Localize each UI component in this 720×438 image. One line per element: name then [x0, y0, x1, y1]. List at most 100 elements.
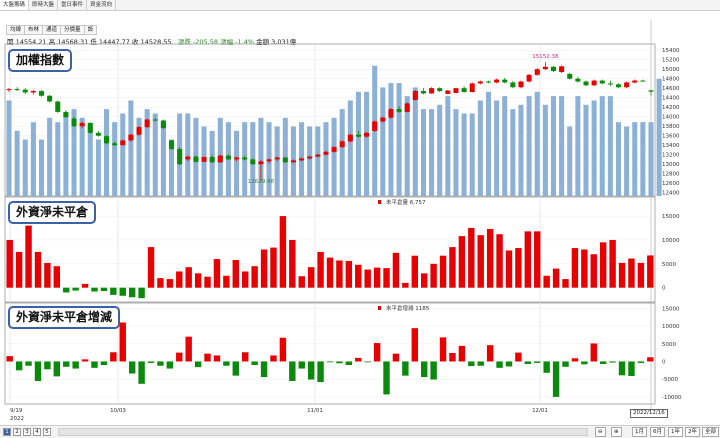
volume-bar	[510, 109, 516, 196]
volume-bar	[453, 109, 459, 196]
volume-bar	[160, 122, 166, 196]
panel-frame-0	[4, 43, 656, 197]
foreign-oi-bar	[34, 251, 42, 288]
foreign-oi-bar	[468, 228, 475, 288]
foreign-oi-bar	[628, 258, 635, 288]
open-value: 14554.21	[15, 38, 47, 46]
candle-body	[632, 80, 638, 83]
zoom-out-icon[interactable]: ⊖	[595, 427, 606, 437]
tab-daily-events[interactable]: 當日事件	[58, 0, 88, 10]
foreign-oi-bar	[176, 271, 183, 288]
foreign-oi-bar	[53, 266, 61, 288]
foreign-oi-bar	[166, 279, 174, 288]
candle-body	[63, 111, 69, 118]
candle-body	[437, 88, 443, 92]
volume-bar	[128, 100, 134, 196]
foreign-oi-bar	[119, 287, 126, 296]
low-annotation: 12629.48	[248, 179, 275, 185]
open-label: 開	[7, 38, 14, 46]
page-2-button[interactable]: 2	[13, 428, 21, 436]
foreign-oi-bar	[15, 251, 23, 288]
candle-body	[71, 118, 77, 127]
foreign-oi-bar	[289, 239, 296, 288]
candle-body	[494, 79, 500, 83]
tab-settings[interactable]: 設	[83, 25, 98, 35]
candle-body	[266, 159, 272, 162]
year-label: 2022	[10, 416, 24, 422]
candle-body	[209, 157, 215, 163]
volume-bar	[615, 122, 622, 196]
foreign-oi-bar	[609, 239, 616, 288]
page-3-button[interactable]: 3	[23, 428, 31, 436]
volume-bar	[38, 139, 45, 196]
candle-body	[347, 134, 353, 142]
volume-bar	[331, 117, 337, 196]
foreign-oi-change-tick-label: 5000	[662, 342, 676, 348]
volume-bar	[323, 122, 329, 196]
foreign-oi-change-bar	[72, 361, 79, 369]
range-6m-button[interactable]: 6月	[650, 427, 665, 437]
tab-volume-profile[interactable]: 分價量	[60, 25, 84, 35]
foreign-oi-change-bar	[63, 361, 70, 367]
candle-body	[469, 83, 475, 92]
range-all-button[interactable]: 全部	[702, 427, 720, 437]
foreign-oi-change-bar	[119, 322, 126, 362]
foreign-oi-bar	[618, 262, 626, 288]
horizontal-scrollbar[interactable]	[58, 428, 588, 436]
price-tick-label: 13000	[662, 162, 680, 168]
foreign-oi-change-legend: 未平倉增減 1185	[386, 304, 430, 312]
foreign-oi-bar	[194, 273, 202, 288]
volume-bar	[591, 100, 597, 196]
candle-body	[583, 81, 589, 86]
candle-body	[412, 91, 418, 101]
range-1m-button[interactable]: 1月	[632, 427, 647, 437]
foreign-oi-bar	[298, 276, 305, 288]
foreign-oi-change-bar	[138, 361, 145, 384]
volume-bar	[63, 113, 69, 196]
page-4-button[interactable]: 4	[33, 428, 41, 436]
candle-body	[542, 66, 548, 70]
tab-channel[interactable]: 通道	[42, 25, 61, 35]
foreign-oi-bar	[637, 262, 645, 288]
tab-moving-average[interactable]: 均線	[6, 25, 25, 35]
foreign-oi-change-bar	[402, 361, 409, 376]
foreign-oi-change-bar	[618, 361, 626, 376]
change-label: 漲跌	[177, 38, 191, 46]
volume-bar	[6, 100, 12, 196]
tab-market-chips[interactable]: 大盤籌碼	[0, 0, 30, 10]
price-tick-label: 14200	[662, 105, 680, 111]
page-1-button[interactable]: 1	[3, 428, 11, 436]
foreign-oi-change-tick-label: 10000	[662, 324, 680, 330]
candle-body	[648, 90, 654, 92]
foreign-oi-change-bar	[232, 361, 239, 376]
foreign-oi-bar	[364, 269, 371, 288]
foreign-oi-change-bar	[647, 357, 654, 362]
candle-body	[87, 122, 93, 133]
page-5-button[interactable]: 5	[43, 428, 51, 436]
price-tick-label: 13600	[662, 134, 680, 140]
foreign-oi-bar	[100, 287, 108, 292]
foreign-oi-bar	[477, 235, 484, 288]
foreign-oi-change-bar	[223, 361, 230, 366]
candle-body	[30, 91, 36, 93]
foreign-oi-bar	[430, 263, 437, 288]
candle-body	[429, 88, 435, 94]
foreign-oi-bar	[251, 266, 258, 288]
foreign-oi-bar	[326, 257, 334, 288]
foreign-oi-change-bar	[128, 361, 136, 374]
last-date-label: 2022/12/16	[630, 409, 668, 418]
foreign-oi-change-bar	[242, 352, 249, 362]
foreign-oi-bar	[449, 247, 456, 288]
foreign-oi-change-bar	[637, 361, 645, 363]
price-tick-label: 12400	[662, 191, 680, 197]
tab-bollinger[interactable]: 布林	[24, 25, 43, 35]
tab-fund-flow[interactable]: 資金流向	[87, 0, 117, 10]
foreign-oi-change-bar	[562, 361, 569, 367]
range-2y-button[interactable]: 2年	[685, 427, 700, 437]
range-1y-button[interactable]: 1年	[668, 427, 683, 437]
foreign-oi-change-bar	[364, 361, 371, 363]
foreign-oi-change-bar	[534, 361, 541, 363]
tab-realtime-market[interactable]: 即時大盤	[29, 0, 59, 10]
zoom-in-icon[interactable]: ⊕	[611, 427, 622, 437]
